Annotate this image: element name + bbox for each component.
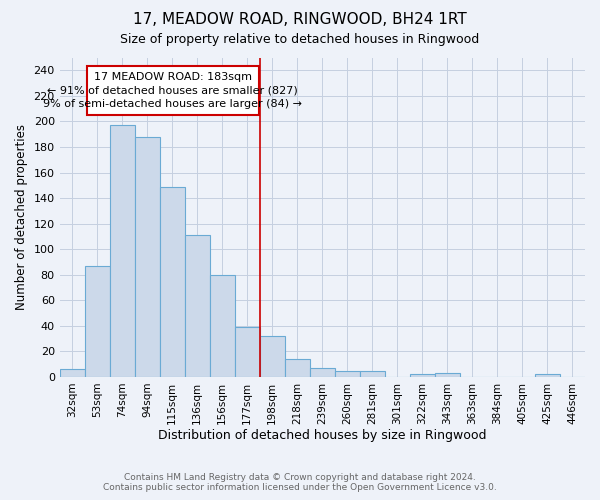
Text: Size of property relative to detached houses in Ringwood: Size of property relative to detached ho… <box>121 32 479 46</box>
Bar <box>185 235 210 377</box>
Bar <box>110 125 135 377</box>
Text: ← 91% of detached houses are smaller (827): ← 91% of detached houses are smaller (82… <box>47 86 298 96</box>
Bar <box>235 327 260 377</box>
Bar <box>410 374 435 377</box>
FancyBboxPatch shape <box>87 66 259 115</box>
Bar <box>435 373 460 377</box>
Text: 9% of semi-detached houses are larger (84) →: 9% of semi-detached houses are larger (8… <box>43 100 302 110</box>
Bar <box>135 136 160 377</box>
Text: Contains HM Land Registry data © Crown copyright and database right 2024.
Contai: Contains HM Land Registry data © Crown c… <box>103 473 497 492</box>
Bar <box>335 370 360 377</box>
Text: 17, MEADOW ROAD, RINGWOOD, BH24 1RT: 17, MEADOW ROAD, RINGWOOD, BH24 1RT <box>133 12 467 28</box>
Bar <box>160 186 185 377</box>
Bar <box>310 368 335 377</box>
Bar <box>59 370 85 377</box>
Y-axis label: Number of detached properties: Number of detached properties <box>15 124 28 310</box>
Text: 17 MEADOW ROAD: 183sqm: 17 MEADOW ROAD: 183sqm <box>94 72 252 82</box>
X-axis label: Distribution of detached houses by size in Ringwood: Distribution of detached houses by size … <box>158 430 487 442</box>
Bar <box>535 374 560 377</box>
Bar <box>260 336 285 377</box>
Bar <box>360 370 385 377</box>
Bar <box>210 274 235 377</box>
Bar <box>285 359 310 377</box>
Bar <box>85 266 110 377</box>
